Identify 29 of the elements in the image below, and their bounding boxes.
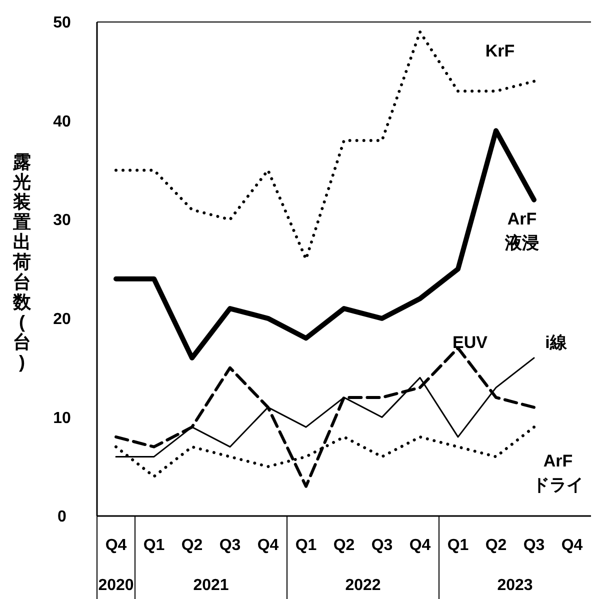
x-tick-label: Q2 xyxy=(181,537,203,554)
text: 2020 xyxy=(98,577,134,594)
x-tick-label: Q3 xyxy=(523,537,545,554)
x-tick-label: Q1 xyxy=(447,537,469,554)
x-tick-label: Q3 xyxy=(219,537,241,554)
x-tick-label: Q4 xyxy=(257,537,279,554)
text: 2021 xyxy=(193,577,229,594)
y-tick-label: 50 xyxy=(53,14,71,32)
x-tick-label: Q4 xyxy=(561,537,583,554)
y-tick-label: 10 xyxy=(53,410,71,427)
x-tick-label: Q2 xyxy=(485,537,507,554)
x-tick-label: Q1 xyxy=(295,537,317,554)
x-tick-label: Q2 xyxy=(333,537,355,554)
x-tick-label: Q4 xyxy=(409,537,431,554)
series-label: ArF ドライ xyxy=(532,452,584,495)
y-tick-label: 30 xyxy=(53,212,71,230)
text: 露光装置出荷台数(台) xyxy=(13,152,31,372)
x-tick-label: Q3 xyxy=(371,537,393,554)
text: 2022 xyxy=(345,577,381,594)
text: 2023 xyxy=(497,577,533,594)
x-tick-label: Q4 xyxy=(105,537,127,554)
series-label: EUV xyxy=(452,333,488,352)
series-label: ArF 液浸 xyxy=(504,210,539,253)
y-tick-label: 20 xyxy=(53,311,71,328)
series-label: i線 xyxy=(545,333,568,352)
y-tick-label: 0 xyxy=(58,508,67,526)
y-tick-label: 40 xyxy=(53,113,71,130)
series-label: KrF xyxy=(485,42,515,61)
x-tick-label: Q1 xyxy=(143,537,165,554)
